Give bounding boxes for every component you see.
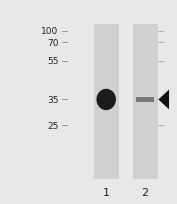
Text: 1: 1 [103, 187, 110, 197]
Bar [94, 24, 119, 180]
Ellipse shape [96, 89, 116, 111]
Text: 2: 2 [142, 187, 149, 197]
Text: 70: 70 [47, 38, 58, 47]
Polygon shape [158, 90, 169, 110]
Text: 100: 100 [41, 27, 58, 36]
Bar [136, 98, 154, 102]
Bar [133, 24, 158, 180]
Text: 55: 55 [47, 57, 58, 66]
Text: 35: 35 [47, 95, 58, 104]
Text: 25: 25 [47, 121, 58, 130]
